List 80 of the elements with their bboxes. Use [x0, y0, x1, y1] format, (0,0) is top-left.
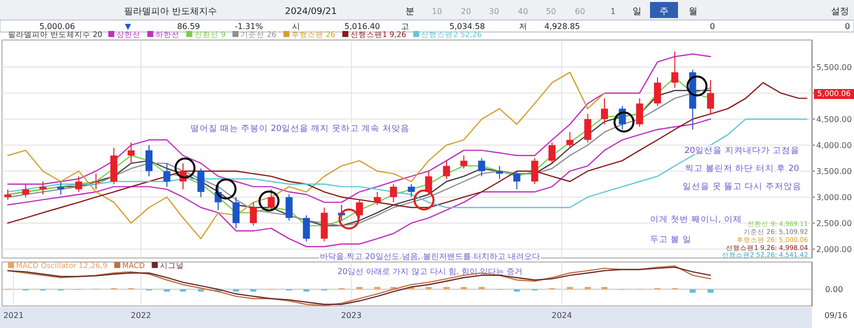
candlestick	[4, 188, 12, 200]
line-series	[7, 72, 606, 240]
text: 5,016.40	[344, 22, 380, 31]
y-tick-label: 4,500.00	[816, 115, 852, 124]
x-tick-label: 2024	[552, 311, 572, 320]
annotation: 찍고 볼린저 하단 터치 후 20	[684, 164, 800, 174]
annotation: 이게 첫번 째이니, 이제	[650, 215, 742, 225]
y-tick-label: 2,000.00	[816, 245, 852, 254]
y-tick-label: 3,500.00	[816, 167, 852, 176]
text: 시	[292, 22, 300, 31]
candlestick	[128, 142, 135, 164]
candlestick	[478, 158, 486, 177]
annotation: 두고 볼 일	[650, 235, 692, 245]
candlestick	[496, 165, 504, 180]
candlestick	[636, 98, 644, 128]
annotation: 떨어질 때는 주봉이 20일선을 깨지 못하고 계속 처맞음	[190, 124, 410, 134]
text: 1	[610, 7, 616, 16]
candlestick	[513, 170, 520, 190]
text: -1.31%	[234, 22, 264, 31]
text: 월	[688, 7, 698, 17]
text: 고	[401, 22, 409, 31]
candlestick	[250, 202, 257, 226]
candlestick	[268, 188, 275, 211]
candlestick	[707, 80, 714, 114]
candlestick	[374, 191, 381, 206]
candlestick	[39, 181, 46, 196]
y-tick-label: 3,000.00	[816, 193, 852, 202]
candlestick	[57, 181, 64, 196]
candlestick	[600, 98, 608, 125]
text: 0.00	[825, 285, 843, 294]
annotation: 일선을 못 뚫고 다시 주저앉음	[682, 182, 802, 192]
candlestick	[390, 184, 397, 203]
text: 주	[660, 7, 668, 17]
candlestick	[654, 76, 661, 107]
x-tick-label: 2023	[341, 311, 362, 320]
text: 20	[460, 7, 472, 16]
y-tick-label: 2,500.00	[816, 219, 852, 228]
candlestick	[566, 132, 574, 148]
x-tick-label: 2021	[3, 311, 24, 320]
candlestick	[163, 162, 170, 188]
text: 86.59	[177, 22, 200, 31]
text: 40	[518, 7, 528, 16]
candlestick	[92, 173, 100, 190]
text: 4,928.85	[544, 22, 580, 31]
candlestick	[302, 214, 310, 242]
text: 분	[406, 7, 414, 17]
y-tick-label: 4,000.00	[816, 141, 852, 150]
text: 60	[574, 7, 586, 16]
text: 5,000.06	[39, 22, 75, 31]
candlestick	[548, 142, 556, 164]
text: 0	[710, 22, 715, 31]
x-tick-label: 2022	[130, 311, 152, 320]
candlestick	[356, 199, 363, 218]
text: 저	[519, 22, 527, 31]
text: 일	[632, 7, 642, 17]
candlestick	[408, 184, 415, 198]
text: 10	[432, 7, 442, 16]
text: 필라델피아 반도체지수	[124, 7, 217, 17]
text: 30	[488, 7, 500, 16]
text: ▼	[124, 22, 132, 31]
candlestick	[460, 155, 468, 170]
text: 50	[546, 7, 556, 16]
candlestick	[584, 113, 592, 143]
text: 2024/09/21	[285, 7, 337, 17]
text: 5,034.58	[449, 22, 485, 31]
text: 0	[844, 22, 850, 31]
candlestick	[671, 50, 678, 88]
candlestick	[232, 196, 240, 229]
candlestick	[286, 194, 293, 222]
candlestick	[146, 144, 153, 177]
candlestick	[197, 168, 204, 198]
text: 09/16	[824, 311, 848, 320]
y-tick-label: 5,500.00	[816, 63, 852, 72]
text: 설정	[831, 7, 849, 17]
candlestick	[22, 184, 30, 198]
candlestick	[531, 158, 538, 185]
candlestick	[75, 176, 82, 192]
candlestick	[425, 170, 432, 196]
annotation: 바닥을 찍고 20일선도 넘음, 볼린저밴드를 터치하고 내려오다	[320, 252, 540, 261]
candlestick	[442, 160, 450, 180]
